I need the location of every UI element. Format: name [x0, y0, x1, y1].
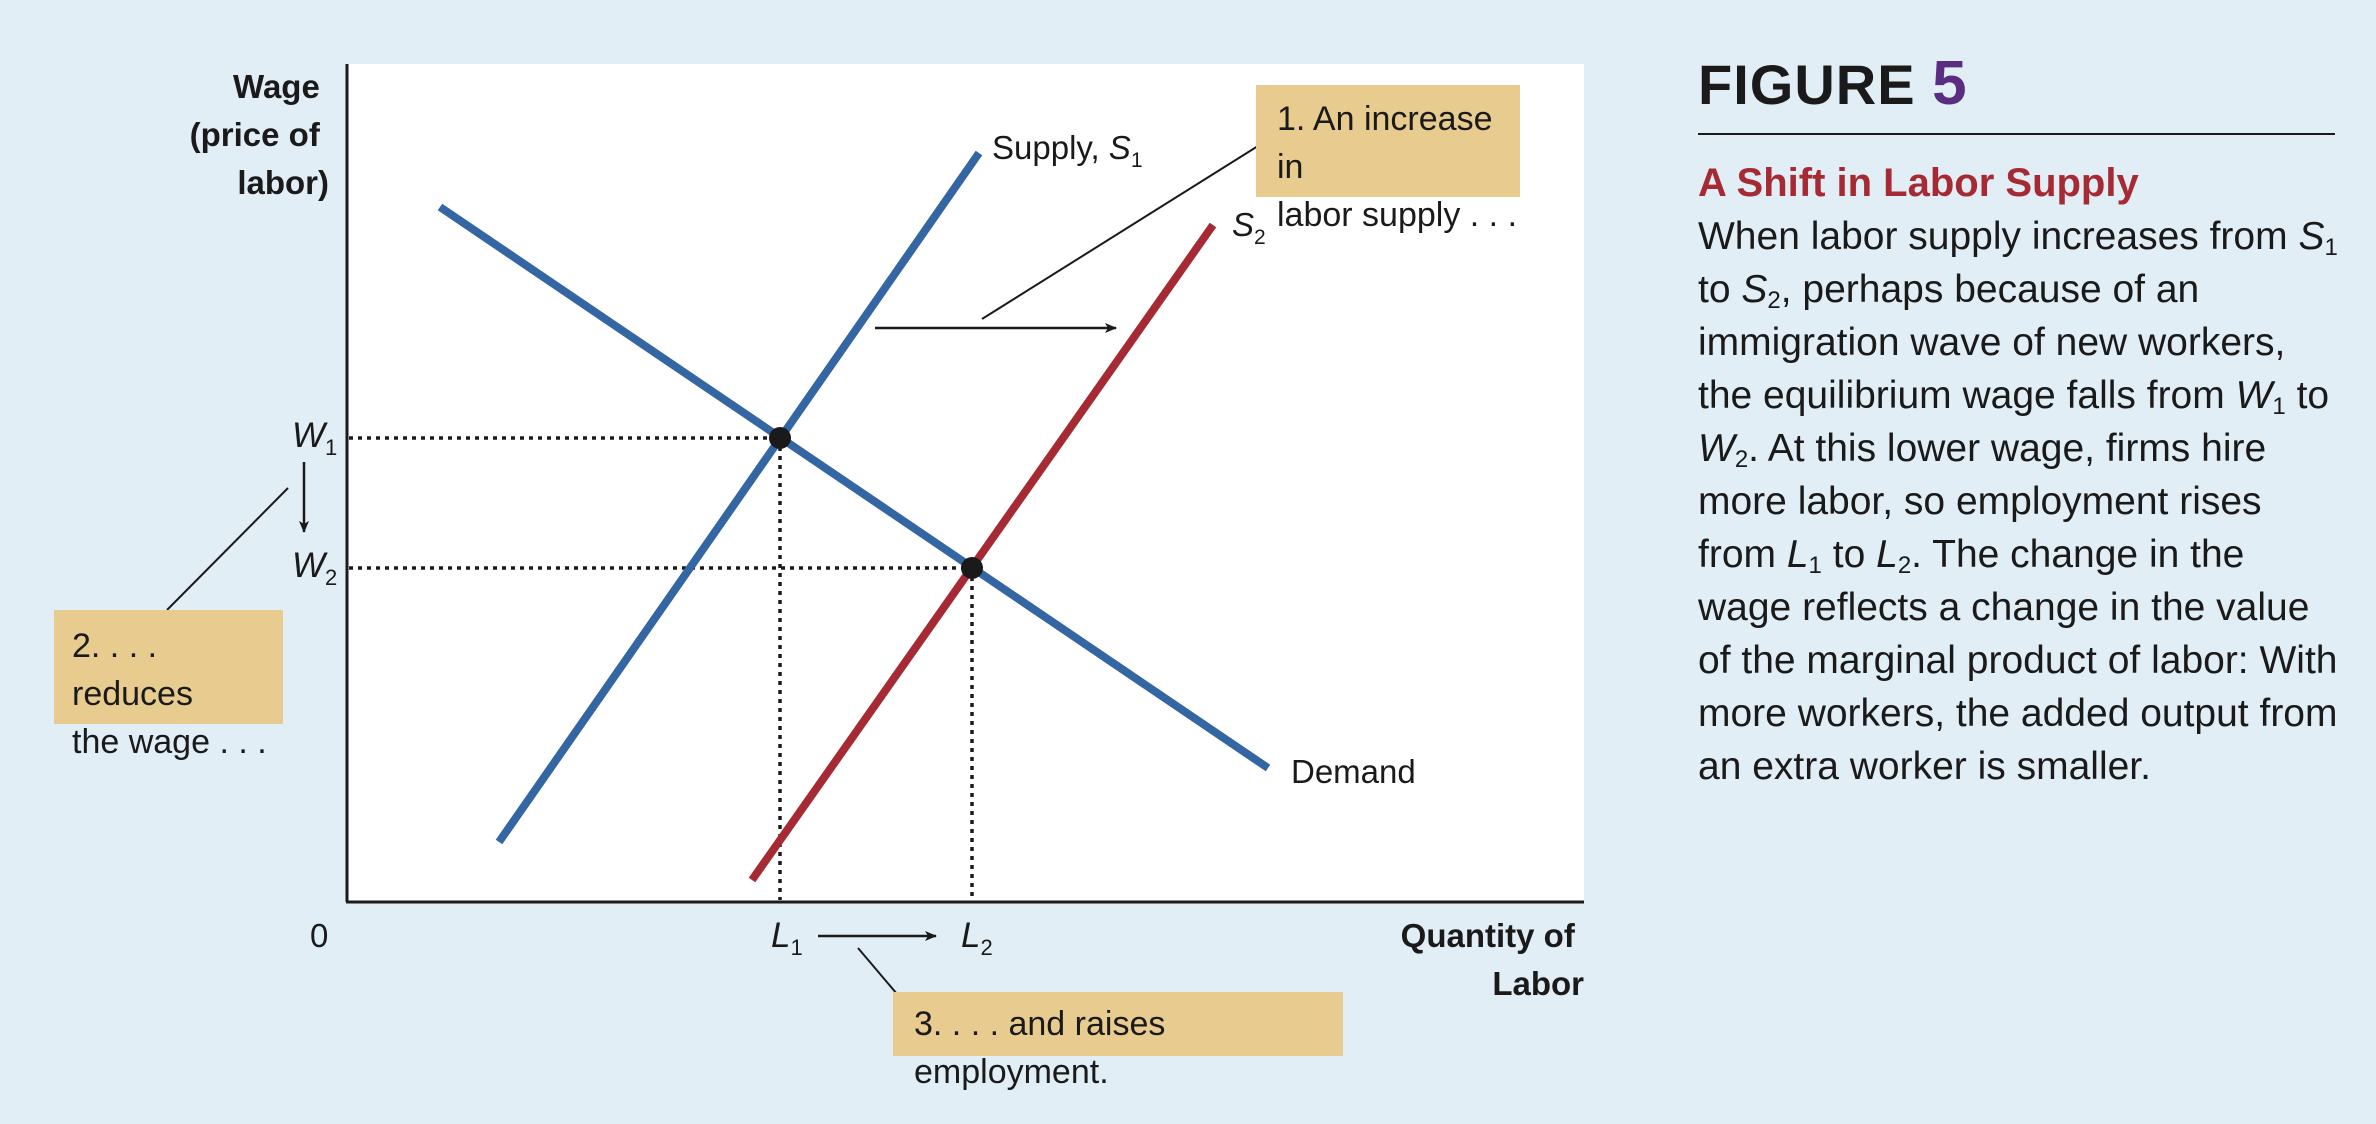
equilibrium-point-1 [769, 427, 791, 449]
callout-line-2 [166, 487, 289, 611]
caption-segment: 2 [1767, 287, 1781, 314]
callout-line-1 [981, 145, 1259, 320]
supply-curve-s2 [748, 222, 1217, 883]
annotation-raises-employment: 3. . . . and raises employment. [893, 992, 1343, 1091]
w2-label: W2 [292, 546, 337, 590]
annotation-reduces-wage-line2: the wage . . . [72, 723, 267, 761]
annotation-reduces-wage-line1: 2. . . . reduces [72, 627, 193, 713]
caption-segment: L [1876, 533, 1898, 576]
annotation-labor-supply-line1: 1. An increase in [1277, 100, 1493, 186]
heading-divider [1698, 133, 2335, 135]
caption-segment: 2 [1734, 446, 1749, 473]
caption-segment: L [1786, 533, 1809, 576]
caption-segment: W [2235, 374, 2273, 417]
caption-segment: 2 [1897, 552, 1912, 579]
figure-side-panel: FIGURE 5 A Shift in Labor Supply When la… [1698, 48, 2338, 793]
y-axis-label: Wage (price of labor) [190, 68, 329, 201]
supply2-label: S2 [1232, 206, 1266, 249]
figure-caption: When labor supply increases from S1 to S… [1698, 210, 2338, 793]
x-axis-label: Quantity of Labor [1401, 917, 1584, 1002]
origin-label: 0 [310, 917, 328, 954]
l1-label: L1 [771, 916, 803, 960]
equilibrium-point-2 [961, 557, 983, 579]
figure-heading: FIGURE 5 [1698, 48, 2338, 119]
caption-segment: When labor supply increases from [1698, 215, 2299, 258]
l2-label: L2 [961, 916, 993, 960]
demand-label: Demand [1291, 753, 1416, 790]
annotation-labor-supply-line2: labor supply . . . [1277, 196, 1518, 234]
caption-segment: 1 [2324, 234, 2338, 261]
caption-segment: S [1741, 268, 1768, 311]
figure-title: A Shift in Labor Supply [1698, 161, 2139, 205]
demand-curve [437, 203, 1271, 772]
caption-segment: to [1821, 533, 1877, 576]
supply1-label: Supply, S1 [992, 129, 1143, 172]
caption-segment: W [1698, 427, 1735, 470]
annotation-reduces-wage: 2. . . . reduces the wage . . . [54, 610, 283, 761]
annotation-raises-employment-text: 3. . . . and raises employment. [914, 1005, 1166, 1091]
caption-segment: 1 [2272, 393, 2286, 420]
annotation-labor-supply: 1. An increase in labor supply . . . [1256, 85, 1520, 234]
caption-segment: S [2298, 215, 2325, 258]
supply-curve-s1 [495, 150, 983, 845]
callout-line-3 [857, 947, 898, 995]
caption-segment: to [1698, 268, 1742, 311]
caption-segment: to [2285, 374, 2330, 417]
caption-segment: , perhaps because of an immigration wave… [1698, 268, 2286, 417]
w1-label: W1 [292, 416, 337, 460]
figure-number: 5 [1932, 49, 1968, 118]
caption-segment: . The change in the wage reflects a chan… [1698, 533, 2338, 788]
caption-segment: . At this lower wage, firms hire more la… [1698, 427, 2267, 576]
caption-segment: 1 [1808, 552, 1822, 579]
figure-label: FIGURE [1698, 53, 1916, 116]
